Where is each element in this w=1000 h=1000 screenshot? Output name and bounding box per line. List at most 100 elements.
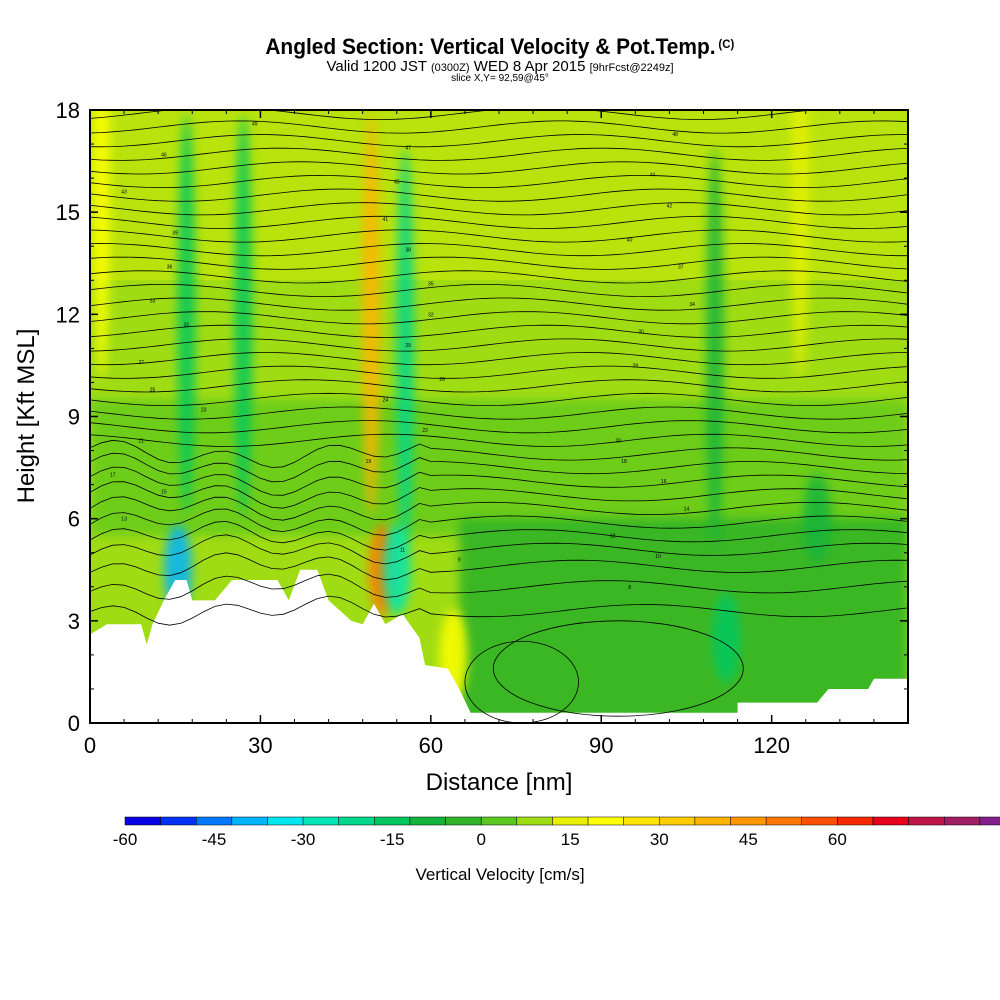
contour-label: 19 — [366, 459, 372, 465]
contour-label: 43 — [121, 190, 127, 196]
y-axis-label: Height [Kft MSL] — [13, 329, 40, 504]
contour-label: 35 — [428, 282, 434, 288]
x-tick-label: 120 — [753, 733, 790, 758]
velocity-band — [90, 110, 908, 281]
contour-label: 41 — [383, 217, 389, 223]
colorbar-swatch — [765, 816, 803, 826]
colorbar-swatch — [302, 816, 339, 826]
chart-title-units: (C) — [718, 37, 735, 51]
y-tick-label: 9 — [68, 405, 80, 430]
terrain-mask — [90, 569, 908, 723]
pot-temp-contour — [90, 161, 908, 175]
contour-label: 33 — [150, 299, 156, 305]
colorbar-tick-label: 15 — [561, 830, 580, 849]
pot-temp-contour — [90, 283, 908, 298]
contour-label: 28 — [633, 363, 639, 369]
x-tick-label: 60 — [419, 733, 443, 758]
pot-temp-contour — [90, 352, 908, 366]
contour-label: 30 — [638, 329, 644, 335]
velocity-cell — [803, 473, 832, 564]
contour-label: 49 — [252, 122, 258, 128]
velocity-cell — [234, 114, 253, 515]
contour-label: 23 — [201, 408, 207, 414]
subtitle-zulu: (0300Z) — [430, 62, 470, 74]
colorbar-tick-label: -30 — [291, 830, 316, 849]
contour-label: 37 — [678, 265, 684, 271]
contour-label: 13 — [121, 517, 127, 523]
contour-label: 22 — [422, 428, 428, 434]
colorbar-tick-label: 45 — [739, 830, 758, 849]
colorbar-swatch — [480, 816, 518, 826]
colorbar-tick-label: 60 — [828, 830, 847, 849]
chart-subtitle: Valid 1200 JST (0300Z) WED 8 Apr 2015 [9… — [326, 58, 674, 75]
pot-temp-contour — [90, 534, 908, 565]
colorbar-swatch — [694, 816, 731, 826]
contour-label: 36 — [167, 265, 173, 271]
chart-title: Angled Section: Vertical Velocity & Pot.… — [265, 34, 735, 59]
colorbar-tick-label: -60 — [113, 830, 138, 849]
pot-temp-contour — [90, 420, 908, 434]
y-tick-label: 6 — [68, 507, 80, 532]
velocity-cell — [382, 524, 411, 615]
velocity-band — [90, 399, 908, 536]
contour-label: 48 — [672, 132, 678, 138]
terrain-layer — [90, 569, 908, 723]
contour-label: 25 — [150, 387, 156, 393]
contour-label: 17 — [110, 472, 116, 478]
x-tick-label: 90 — [589, 733, 613, 758]
y-tick-label: 18 — [56, 98, 80, 123]
pot-temp-contour — [90, 174, 908, 188]
contour-label: 15 — [161, 489, 167, 495]
contour-label: 9 — [458, 558, 461, 564]
colorbar-swatch — [908, 816, 945, 826]
pot-temp-contour — [90, 311, 908, 325]
contour-label: 47 — [405, 145, 411, 151]
contour-label: 34 — [689, 302, 695, 308]
contour-label: 29 — [405, 343, 411, 349]
colorbar-swatch — [801, 816, 838, 826]
pot-temp-contour — [90, 365, 908, 379]
contour-label: 40 — [627, 237, 633, 243]
colorbar-swatch — [623, 816, 660, 826]
velocity-cell — [705, 148, 724, 549]
contour-label: 14 — [684, 506, 690, 512]
y-tick-label: 3 — [68, 609, 80, 634]
pot-temp-contour — [90, 508, 908, 536]
pot-temp-contour — [90, 243, 908, 257]
pot-temp-contour — [90, 324, 908, 338]
pot-temp-closed-contour — [464, 640, 579, 723]
chart-header: Angled Section: Vertical Velocity & Pot.… — [0, 36, 1000, 84]
colorbar-swatch — [943, 816, 981, 826]
contour-label: 42 — [667, 203, 673, 209]
colorbar: -60 -45 -30 -15 0 15 30 45 60 — [113, 816, 1000, 849]
colorbar-swatch — [374, 816, 411, 826]
contour-label: 24 — [383, 397, 389, 403]
pot-temp-contour — [90, 452, 908, 483]
contour-label: 27 — [138, 360, 144, 366]
contour-label: 11 — [400, 547, 405, 553]
colorbar-swatch — [409, 816, 446, 826]
chart-slice-info: slice X,Y= 92,59@45° — [451, 73, 549, 84]
pot-temp-contour — [90, 433, 908, 447]
x-tick-label: 0 — [84, 733, 96, 758]
pot-temp-contour — [90, 406, 908, 420]
pot-temp-contour — [90, 202, 908, 216]
contour-label: 12 — [610, 534, 616, 540]
velocity-cell — [92, 110, 111, 379]
velocity-cell — [177, 114, 196, 515]
pot-temp-contour — [90, 229, 908, 243]
pot-temp-contour — [90, 120, 908, 134]
contour-label: 16 — [661, 479, 667, 485]
colorbar-title: Vertical Velocity [cm/s] — [415, 865, 584, 884]
pot-temp-contour — [90, 147, 908, 161]
colorbar-tick-label: 0 — [476, 830, 485, 849]
colorbar-swatch — [124, 816, 161, 826]
contour-label: 44 — [650, 173, 656, 179]
pot-temp-contour — [90, 552, 908, 581]
pot-temp-contour — [90, 520, 908, 551]
pot-temp-contour — [90, 379, 908, 393]
colorbar-swatch — [837, 816, 874, 826]
x-tick-label: 30 — [248, 733, 272, 758]
pot-temp-contour — [90, 595, 908, 626]
colorbar-swatch — [979, 816, 1000, 826]
